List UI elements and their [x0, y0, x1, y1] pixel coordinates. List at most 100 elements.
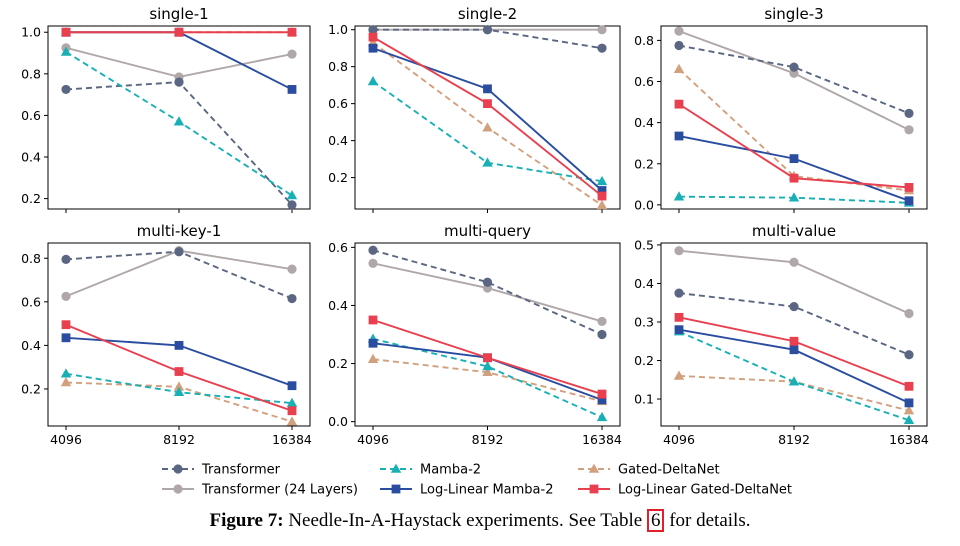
data-point — [61, 333, 71, 343]
data-point — [674, 288, 684, 298]
data-point — [674, 131, 684, 141]
data-point — [788, 376, 800, 386]
data-point — [287, 85, 297, 94]
subplot-single-2: single-2 0.2 0.4 0.6 0.8 1.0 — [328, 5, 621, 213]
data-point — [482, 361, 493, 371]
legend-marker — [390, 463, 402, 473]
data-point — [286, 190, 298, 200]
legend-label: Transformer — [201, 463, 281, 478]
x-tick-label: 8192 — [778, 432, 810, 447]
subplot-multi-query: multi-query 0.0 0.2 0.4 0.6 4096 8192 16384 — [328, 222, 622, 447]
y-tick-label: 0.8 — [328, 59, 348, 74]
data-point — [174, 77, 184, 87]
legend-marker — [588, 463, 600, 473]
data-point — [673, 370, 685, 380]
series-log-linear-gated-deltanet — [368, 315, 607, 399]
data-point — [904, 350, 914, 360]
data-point — [173, 116, 185, 126]
data-point — [597, 329, 607, 340]
data-point — [173, 381, 185, 391]
data-point — [61, 254, 71, 264]
x-tick-label: 16384 — [889, 432, 929, 447]
data-point — [904, 183, 914, 192]
data-point — [287, 406, 297, 416]
data-point — [597, 43, 607, 53]
data-point — [789, 62, 799, 72]
data-point — [904, 196, 914, 206]
y-tick-label: 0.4 — [328, 298, 348, 313]
subplot-single-3: single-3 0.0 0.2 0.4 0.6 0.8 — [634, 5, 928, 213]
x-tick-label: 16384 — [582, 432, 622, 447]
data-point — [368, 25, 378, 35]
legend-marker — [173, 484, 183, 494]
series-line — [678, 44, 910, 115]
series-log-linear-gated-deltanet — [61, 27, 297, 37]
data-point — [287, 381, 297, 391]
legend-label: Transformer (24 Layers) — [201, 483, 358, 498]
axes-frame — [354, 242, 621, 427]
data-point — [287, 200, 297, 210]
data-point — [673, 191, 685, 201]
y-tick-label: 0.2 — [328, 170, 348, 185]
y-tick-label: 0.4 — [634, 276, 654, 291]
subplot-multi-value: multi-value 0.1 0.2 0.3 0.4 0.5 4096 8192 16384 — [634, 222, 929, 447]
y-tick-label: 1.0 — [21, 25, 41, 40]
series-transformer — [368, 25, 607, 53]
series-transformer — [674, 40, 914, 118]
data-point — [597, 316, 607, 327]
data-point — [903, 414, 915, 425]
table-reference-link[interactable]: 6 — [646, 509, 665, 532]
data-point — [61, 320, 71, 330]
data-point — [287, 27, 297, 37]
data-point — [367, 353, 379, 363]
legend-label: Mamba-2 — [420, 463, 481, 478]
series-line — [372, 337, 603, 419]
data-point — [904, 308, 914, 319]
data-point — [367, 76, 379, 86]
data-point — [674, 312, 684, 322]
y-tick-label: 0.8 — [21, 251, 41, 266]
y-tick-label: 0.6 — [328, 240, 348, 255]
data-point — [174, 27, 184, 37]
x-tick-label: 8192 — [163, 432, 195, 447]
data-point — [597, 25, 607, 35]
series-line — [678, 135, 910, 202]
data-point — [286, 416, 298, 426]
series-line — [65, 81, 293, 206]
data-point — [789, 257, 799, 267]
axes-frame — [354, 25, 621, 210]
subplot-title: single-1 — [149, 5, 208, 23]
data-point — [368, 32, 378, 42]
data-point — [60, 46, 72, 56]
x-tick-label: 4096 — [50, 432, 82, 447]
legend: Transformer Mamba-2 Gated-DeltaNet Transfor… — [162, 463, 792, 498]
data-point — [597, 395, 607, 405]
data-point — [789, 173, 799, 183]
y-tick-label: 0.6 — [634, 74, 654, 89]
data-point — [173, 386, 185, 397]
data-point — [482, 122, 493, 132]
data-point — [174, 340, 184, 350]
data-point — [483, 99, 492, 109]
figure-caption: Figure 7: Needle-In-A-Haystack experimen… — [0, 509, 960, 532]
series-gated-deltanet — [367, 37, 608, 210]
legend-entry-mamba-2: Mamba-2 — [380, 463, 481, 478]
y-tick-label: 0.5 — [634, 237, 654, 252]
legend-entry-transformer: Transformer — [162, 463, 281, 478]
data-point — [596, 175, 608, 186]
x-tick-label: 4096 — [663, 432, 695, 447]
data-point — [904, 398, 914, 408]
data-point — [482, 157, 493, 167]
series-transformer-24-layers — [674, 26, 914, 135]
x-tick-label: 4096 — [357, 432, 389, 447]
data-point — [174, 247, 184, 257]
data-point — [287, 264, 297, 274]
caption-label: Figure 7: — [209, 510, 284, 531]
data-point — [904, 381, 914, 391]
y-tick-label: 0.4 — [634, 115, 654, 130]
y-tick-label: 0.6 — [21, 294, 41, 309]
series-transformer-24-layers — [61, 43, 297, 82]
data-point — [483, 353, 492, 363]
series-line — [65, 250, 293, 300]
